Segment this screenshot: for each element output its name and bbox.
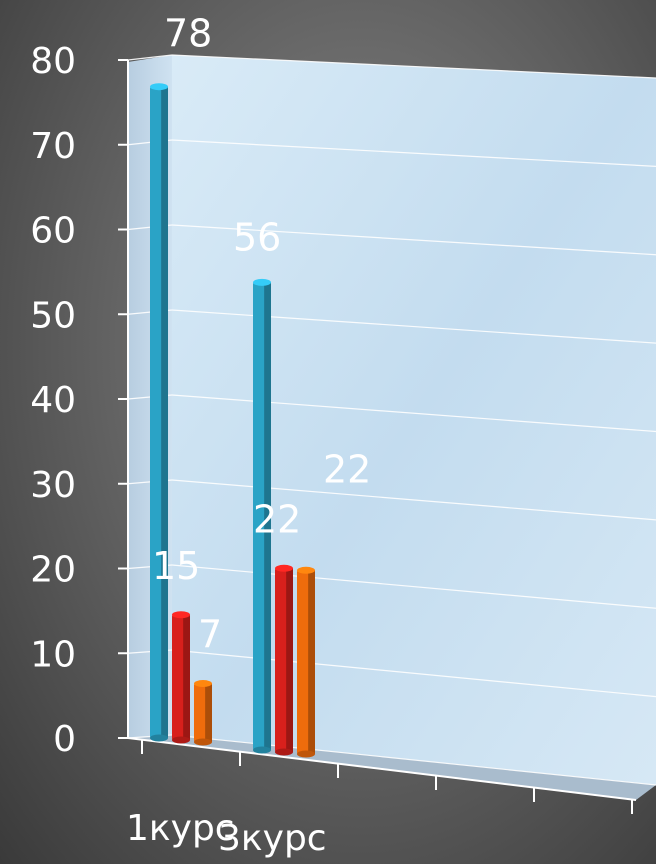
bar-bottom bbox=[150, 734, 168, 742]
bar-top bbox=[150, 83, 168, 91]
gridline bbox=[171, 394, 656, 433]
y-tick-label: 0 bbox=[53, 719, 76, 760]
gridline bbox=[171, 734, 656, 786]
y-tick-label: 80 bbox=[30, 41, 76, 82]
y-tick-label: 60 bbox=[30, 211, 76, 252]
y-tick-label: 20 bbox=[30, 550, 76, 591]
data-label: 15 bbox=[152, 544, 200, 588]
bar-shade bbox=[161, 86, 168, 738]
y-tick-label: 10 bbox=[30, 634, 76, 675]
bar-top bbox=[253, 278, 271, 286]
bar-bottom bbox=[172, 736, 190, 744]
gridline bbox=[171, 224, 656, 256]
bar-bottom bbox=[253, 746, 271, 754]
data-label: 22 bbox=[253, 497, 301, 541]
bar-bottom bbox=[297, 750, 315, 758]
x-tick-label: 3курс bbox=[218, 818, 327, 859]
x-axis-line bbox=[127, 737, 637, 801]
gridline-side bbox=[127, 54, 173, 61]
bar-top bbox=[194, 680, 212, 688]
bar-bottom bbox=[275, 748, 293, 756]
y-tick-label: 70 bbox=[30, 126, 76, 167]
bar-shade bbox=[286, 568, 293, 752]
chart-back-wall bbox=[172, 55, 656, 785]
bar-shade bbox=[264, 282, 271, 750]
y-tick-label: 30 bbox=[30, 465, 76, 506]
data-label: 78 bbox=[164, 12, 212, 56]
gridline bbox=[171, 649, 656, 698]
bar-top bbox=[297, 566, 315, 574]
data-label: 7 bbox=[198, 613, 222, 657]
data-label: 22 bbox=[323, 447, 371, 491]
axes bbox=[118, 59, 637, 814]
gridline bbox=[171, 564, 656, 609]
bar-shade bbox=[308, 570, 315, 754]
y-tick-label: 50 bbox=[30, 295, 76, 336]
bar-top bbox=[275, 564, 293, 572]
y-tick-label: 40 bbox=[30, 380, 76, 421]
bar-shade bbox=[205, 683, 212, 742]
bar-bottom bbox=[194, 738, 212, 746]
gridline bbox=[171, 54, 656, 79]
bar-top bbox=[172, 611, 190, 619]
gridline bbox=[171, 139, 656, 167]
x-tick-label: 1курс bbox=[126, 808, 235, 849]
data-label: 56 bbox=[233, 215, 281, 259]
bars bbox=[150, 83, 315, 758]
gridline bbox=[171, 309, 656, 344]
gridline bbox=[171, 479, 656, 521]
bar-shade bbox=[183, 614, 190, 740]
